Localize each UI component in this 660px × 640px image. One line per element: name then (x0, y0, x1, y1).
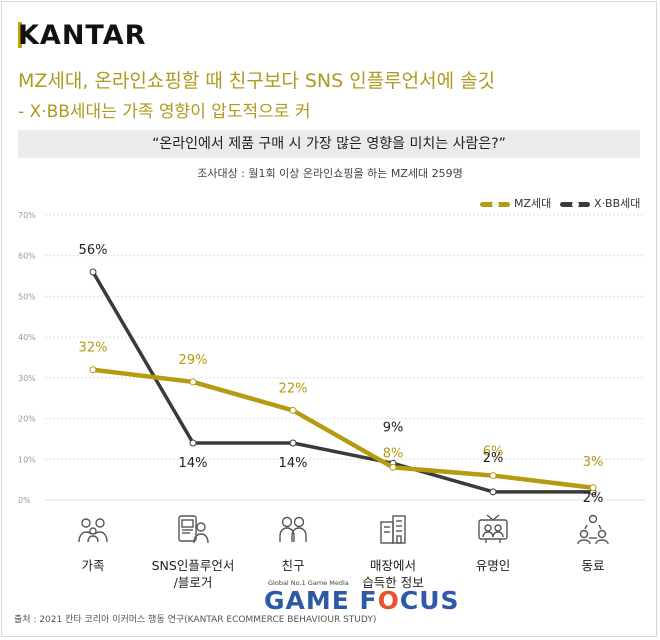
family-icon (76, 512, 110, 546)
data-point (89, 366, 97, 374)
data-point (489, 472, 497, 480)
legend-swatch-mz (480, 200, 510, 208)
category-label-line: 동료 (581, 558, 605, 573)
category-label: SNS인플루언서/블로거 (143, 557, 243, 591)
watermark-brand-pre: GAME F (264, 586, 378, 615)
influencer-phone-icon (176, 512, 210, 546)
y-tick-label: 40% (18, 333, 36, 342)
watermark-logo: GAME FOCUS (264, 586, 460, 615)
legend-label-mz: MZ세대 (514, 197, 552, 210)
data-label-mz: 22% (279, 381, 308, 396)
coworkers-icon (576, 512, 610, 546)
data-label-mz: 29% (179, 353, 208, 368)
series-line-mz (90, 367, 596, 491)
data-label-mz: 3% (583, 455, 604, 470)
category-label: 친구 (243, 557, 343, 574)
logo-accent-bar (18, 22, 22, 48)
category-label-line: 습득한 정보 (362, 575, 424, 590)
data-label-xbb: 2% (583, 491, 604, 506)
data-label-mz: 6% (483, 445, 504, 460)
category-label-line: 유명인 (475, 558, 511, 573)
category-label-line: /블로거 (173, 575, 213, 590)
category-label-line: 가족 (81, 558, 105, 573)
data-label-xbb: 9% (383, 420, 404, 435)
headline: MZ세대, 온라인쇼핑할 때 친구보다 SNS 인플루언서에 솔깃 (18, 70, 496, 92)
data-label-xbb: 14% (279, 456, 308, 471)
category-label-line: 매장에서 (369, 558, 416, 573)
y-tick-label: 10% (18, 455, 36, 464)
y-tick-label: 20% (18, 415, 36, 424)
data-point (189, 439, 197, 447)
store-building-icon (376, 512, 410, 546)
data-label-xbb: 2% (483, 451, 504, 466)
y-tick-label: 50% (18, 292, 36, 301)
data-point (289, 406, 297, 414)
category-label-line: SNS인플루언서 (151, 558, 235, 573)
friends-icon (276, 512, 310, 546)
series-line-xbb (91, 270, 595, 494)
category-label: 유명인 (443, 557, 543, 574)
data-point (489, 488, 497, 496)
data-point (389, 463, 397, 471)
y-tick-label: 70% (18, 211, 36, 220)
data-label-xbb: 56% (79, 243, 108, 258)
y-tick-label: 0% (18, 496, 31, 505)
data-label-xbb: 14% (179, 456, 208, 471)
data-point (189, 378, 197, 386)
category-label-line: 친구 (281, 558, 305, 573)
kantar-logo: KANTAR (18, 20, 147, 51)
data-point (589, 484, 597, 492)
source-footer: 출처 : 2021 칸타 코리아 이커머스 행동 연구(KANTAR ECOMM… (14, 615, 377, 625)
subheadline: - X·BB세대는 가족 영향이 압도적으로 커 (18, 102, 311, 122)
category-label: 동료 (543, 557, 643, 574)
legend-item-mz: MZ세대 (480, 195, 551, 211)
tv-celebrity-icon (476, 512, 510, 546)
data-point (89, 268, 97, 276)
legend-item-xbb: X·BB세대 (560, 195, 640, 211)
survey-note: 조사대상 : 월1회 이상 온라인쇼핑을 하는 MZ세대 259명 (197, 167, 463, 180)
legend-label-xbb: X·BB세대 (594, 197, 641, 210)
category-label: 가족 (43, 557, 143, 574)
legend-swatch-xbb (560, 200, 590, 208)
data-label-mz: 8% (383, 446, 404, 461)
y-tick-label: 30% (18, 374, 36, 383)
question-banner: “온라인에서 제품 구매 시 가장 많은 영향을 미치는 사람은?” (18, 130, 640, 158)
watermark-brand-o: O (377, 586, 400, 615)
y-tick-label: 60% (18, 252, 36, 261)
watermark-brand-post: CUS (399, 586, 460, 615)
data-label-mz: 32% (79, 341, 108, 356)
watermark-tagline: Global No.1 Game Media (268, 579, 349, 587)
data-point (289, 439, 297, 447)
